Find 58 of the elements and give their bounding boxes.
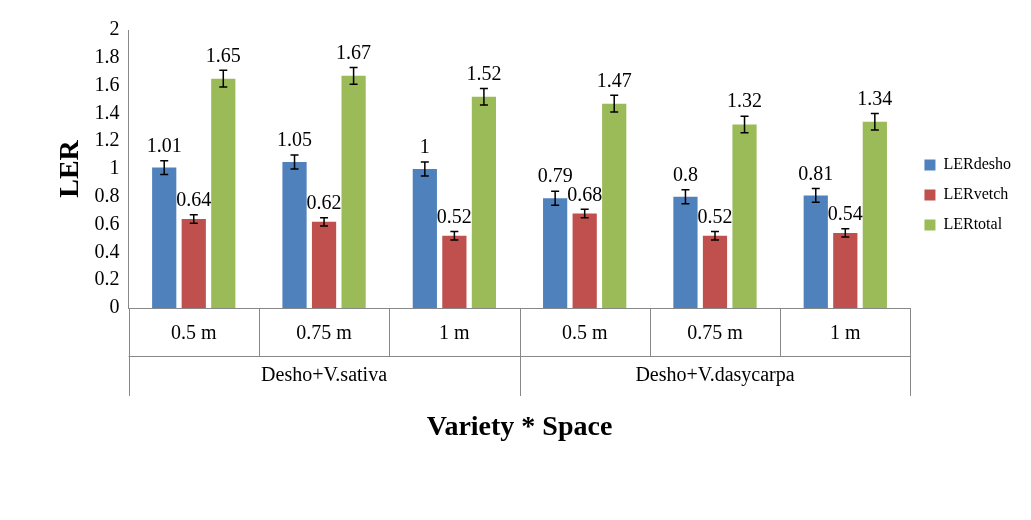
y-tick-label: 1.4 <box>94 100 120 123</box>
bar <box>543 198 568 308</box>
bar <box>211 78 236 308</box>
data-label: 1.05 <box>277 128 313 151</box>
data-label: 1.52 <box>466 61 502 84</box>
bar <box>673 196 698 308</box>
legend-label: LERvetch <box>943 185 1009 203</box>
y-tick-label: 1.2 <box>94 128 120 151</box>
y-tick-label: 0.2 <box>94 267 120 290</box>
data-label: 1.32 <box>727 89 763 112</box>
data-label: 1.47 <box>596 68 632 91</box>
x-tick-label: 1 m <box>439 321 471 344</box>
data-label: 1.65 <box>205 43 241 66</box>
x-tick-label: 1 m <box>830 321 862 344</box>
x-tick-label: 0.5 m <box>561 321 608 344</box>
bar <box>152 167 177 308</box>
bar <box>702 235 728 308</box>
x-tick-label: 0.75 m <box>296 321 353 344</box>
data-label: 0.54 <box>827 202 863 225</box>
text: Desho+V.sativa <box>261 363 388 386</box>
y-tick-label: 1 <box>109 156 120 179</box>
data-label: 0.62 <box>306 190 342 213</box>
bar <box>311 221 337 308</box>
y-tick-label: 0.8 <box>94 184 120 207</box>
y-tick-label: 0 <box>109 295 120 318</box>
y-axis-title: LER <box>53 139 85 198</box>
text: Desho+V.dasycarpa <box>635 363 795 387</box>
bar <box>602 103 627 308</box>
x-tick-label: 0.75 m <box>687 321 744 344</box>
data-label: 0.8 <box>672 163 698 186</box>
data-label: 0.64 <box>176 188 212 211</box>
x-axis-title: Variety * Space <box>426 410 613 442</box>
y-tick-label: 1.6 <box>94 72 120 95</box>
data-label: 0.81 <box>798 161 834 184</box>
data-label: 0.52 <box>697 204 733 227</box>
bar <box>572 213 597 308</box>
bar <box>412 169 437 308</box>
bar <box>862 121 887 308</box>
bar <box>341 75 366 308</box>
bar <box>282 162 307 308</box>
data-label: 1.34 <box>857 86 893 109</box>
data-label: 1.67 <box>336 40 372 63</box>
data-label: 0.52 <box>436 204 472 227</box>
data-label: 1.01 <box>146 133 182 156</box>
legend-label: LERtotal <box>943 215 1003 233</box>
bar <box>471 96 497 308</box>
bar <box>442 235 467 308</box>
bar <box>833 232 858 308</box>
legend-label: LERdesho <box>943 155 1011 173</box>
y-tick-label: 1.8 <box>94 45 120 68</box>
y-tick-label: 2 <box>109 17 120 40</box>
bar <box>803 195 828 308</box>
y-tick-label: 0.6 <box>94 211 120 234</box>
bar <box>732 124 757 308</box>
y-tick-label: 0.4 <box>94 239 120 262</box>
data-label: 1 <box>419 135 430 158</box>
bar <box>181 219 206 308</box>
x-tick-label: 0.5 m <box>170 321 217 344</box>
